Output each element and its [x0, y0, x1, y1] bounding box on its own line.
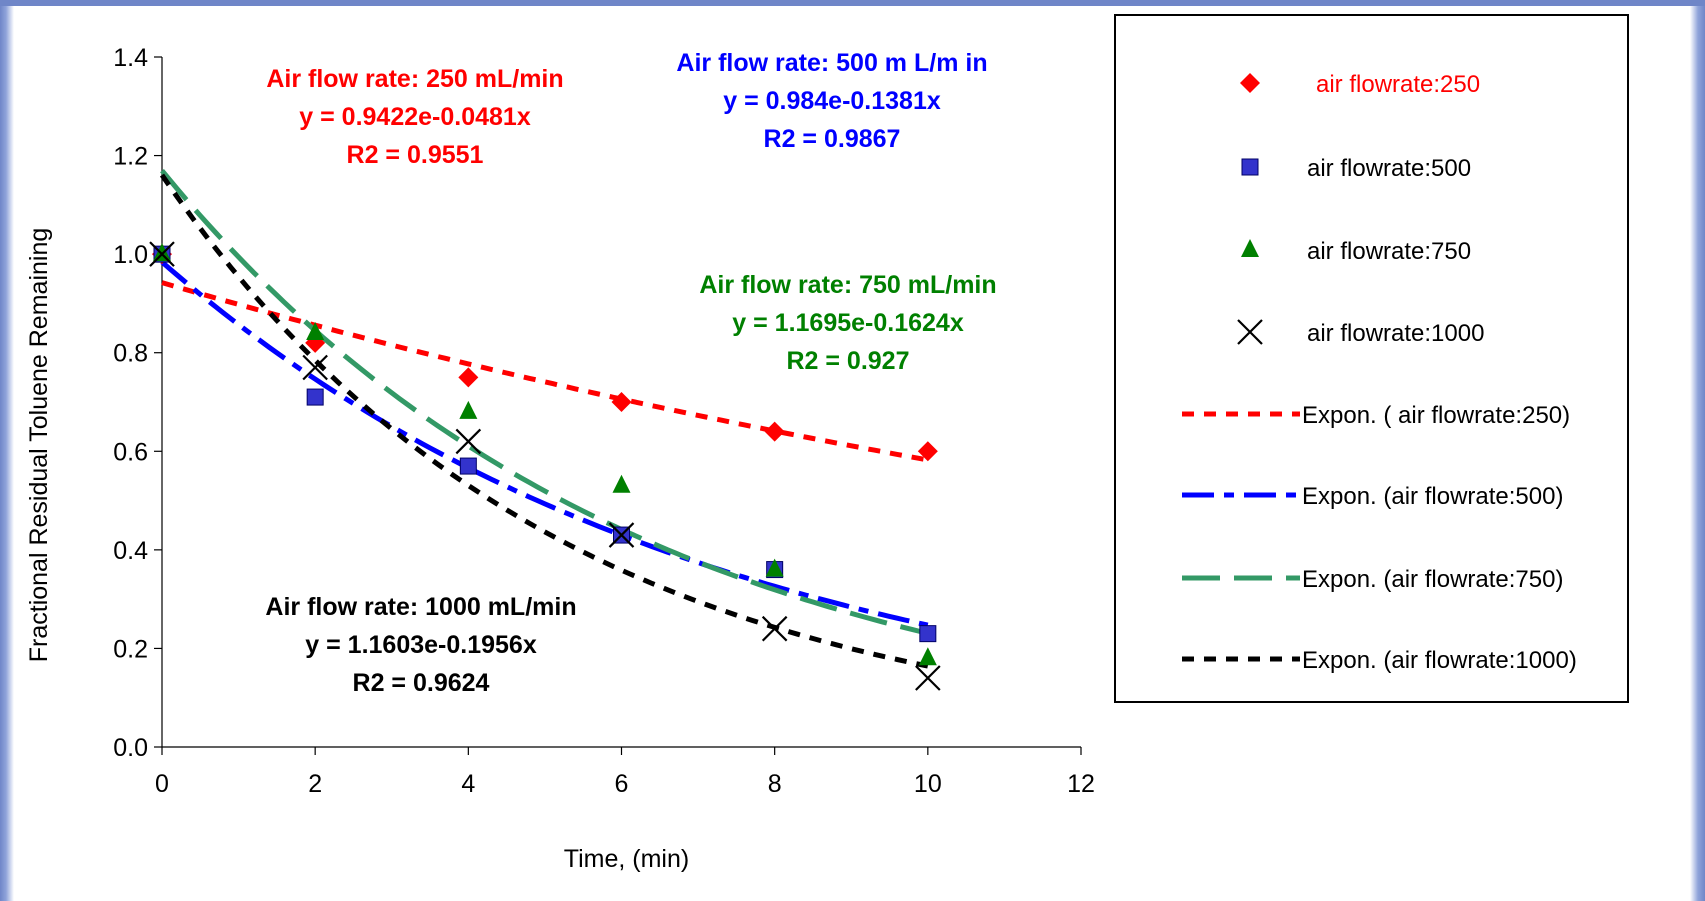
annotation-text: y = 0.9422e-0.0481x [299, 103, 531, 131]
legend-label: air flowrate:250 [1316, 71, 1480, 98]
annotation-text: Air flow rate: 500 m L/m in [676, 49, 987, 77]
data-point [306, 388, 324, 406]
annotation-text: y = 0.984e-0.1381x [723, 87, 941, 115]
legend: air flowrate:250 air flowrate:500 air flow… [1114, 14, 1629, 703]
annotation-text: R2 = 0.9551 [347, 141, 484, 169]
annotation-text: Air flow rate: 1000 mL/min [265, 593, 576, 621]
data-point [917, 441, 938, 462]
data-point [919, 625, 937, 643]
y-tick-label: 1.2 [113, 143, 148, 171]
y-tick-label: 0.8 [113, 340, 148, 368]
trendline [161, 280, 929, 463]
data-point [458, 367, 479, 388]
trendline [159, 173, 929, 669]
data-point [306, 322, 325, 340]
x-tick-label: 10 [914, 770, 942, 798]
data-points [149, 241, 941, 691]
annotations: Air flow rate: 250 mL/min y = 0.9422e-0.0… [265, 49, 996, 697]
annotation-text: R2 = 0.927 [786, 347, 909, 375]
annotation-text: R2 = 0.9867 [764, 125, 901, 153]
x-tick-label: 0 [155, 770, 169, 798]
y-tick-label: 1.0 [113, 241, 148, 269]
legend-marker [1241, 158, 1259, 176]
trendlines [159, 169, 929, 669]
data-point [455, 428, 482, 455]
legend-label: Expon. (air flowrate:1000) [1302, 647, 1577, 674]
x-tick-label: 8 [768, 770, 782, 798]
legend-label: Expon. ( air flowrate:250) [1302, 402, 1570, 429]
y-axis-label-group: Fractional Residual Toluene Remaining [25, 228, 53, 663]
x-tick-label: 4 [461, 770, 475, 798]
annotation-text: y = 1.1695e-0.1624x [732, 309, 964, 337]
legend-marker [1240, 73, 1260, 93]
legend-marker [1237, 319, 1263, 345]
data-point [765, 558, 784, 577]
trendline [160, 260, 929, 628]
x-tick-label: 2 [308, 770, 322, 798]
annotation-text: Air flow rate: 750 mL/min [699, 271, 996, 299]
y-tick-label: 0.0 [113, 734, 148, 762]
y-axis-label: Fractional Residual Toluene Remaining [25, 228, 53, 663]
data-point [915, 665, 941, 691]
data-point [918, 647, 937, 666]
legend-label: air flowrate:1000 [1307, 320, 1484, 347]
y-tick-label: 0.4 [113, 537, 148, 565]
data-point [764, 421, 785, 442]
data-point [149, 241, 175, 267]
x-tick-label: 12 [1067, 770, 1095, 798]
axes: 0.0 0.2 0.4 0.6 0.8 1.0 1.2 1.4 0 2 4 6 8 10 12 Time, (… [25, 44, 1095, 873]
top-border [0, 0, 1705, 6]
x-axis-label: Time, (min) [564, 845, 689, 873]
legend-label: air flowrate:750 [1307, 238, 1471, 265]
x-tick-label: 6 [615, 770, 629, 798]
y-tick-label: 0.6 [113, 438, 148, 466]
annotation-text: Air flow rate: 250 mL/min [266, 65, 563, 93]
data-point [459, 400, 478, 419]
y-tick-label: 0.2 [113, 635, 148, 663]
data-point [302, 354, 328, 381]
annotation-text: R2 = 0.9624 [353, 669, 490, 697]
trendline [160, 169, 929, 636]
data-point [611, 392, 632, 412]
data-point [608, 522, 635, 548]
legend-marker [1241, 239, 1259, 257]
data-point [459, 457, 477, 475]
legend-label: Expon. (air flowrate:750) [1302, 566, 1563, 593]
legend-label: air flowrate:500 [1307, 155, 1471, 182]
data-point [612, 474, 631, 493]
y-tick-label: 1.4 [113, 44, 148, 72]
annotation-text: y = 1.1603e-0.1956x [305, 631, 537, 659]
legend-box [1114, 14, 1629, 703]
data-point [761, 615, 788, 642]
data-point [153, 243, 171, 262]
legend-label: Expon. (air flowrate:500) [1302, 483, 1563, 510]
